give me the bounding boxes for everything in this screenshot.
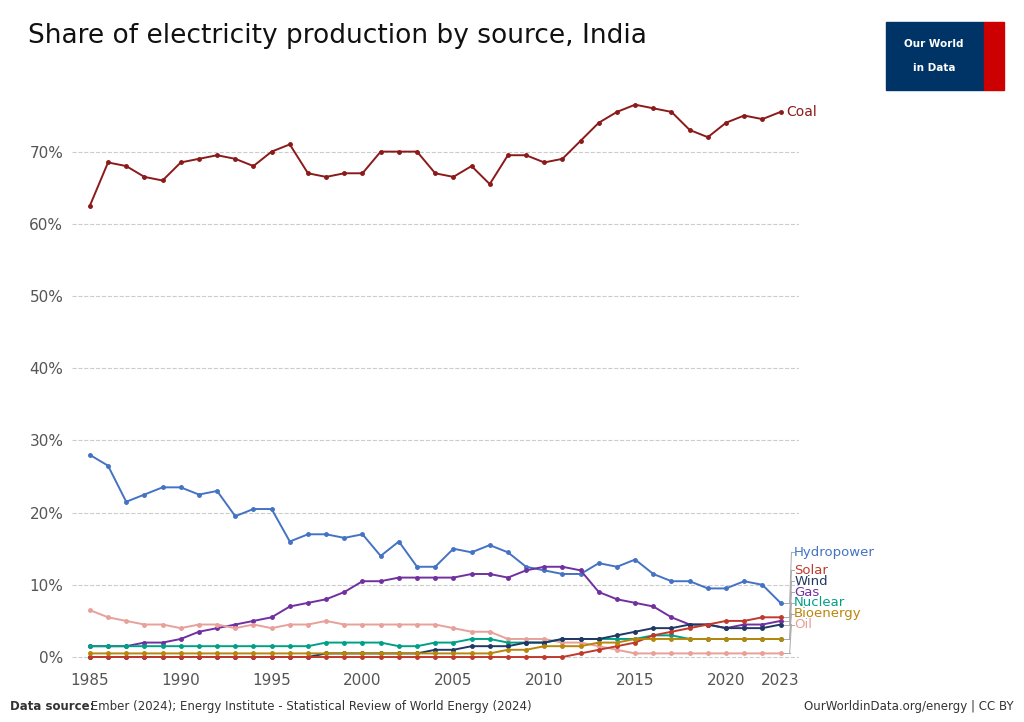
Text: Gas: Gas <box>795 586 819 599</box>
Text: Our World: Our World <box>904 39 964 49</box>
Text: Hydropower: Hydropower <box>795 546 876 559</box>
Bar <box>886 22 983 90</box>
Text: Solar: Solar <box>795 564 828 577</box>
Text: Nuclear: Nuclear <box>795 596 846 609</box>
Text: Coal: Coal <box>786 105 817 119</box>
Text: Oil: Oil <box>795 618 812 631</box>
Text: Wind: Wind <box>795 575 827 588</box>
Bar <box>983 22 1004 90</box>
Text: Data source:: Data source: <box>10 700 95 713</box>
Text: in Data: in Data <box>912 63 955 73</box>
Text: Share of electricity production by source, India: Share of electricity production by sourc… <box>28 23 647 49</box>
Text: Bioenergy: Bioenergy <box>795 607 862 620</box>
Text: Ember (2024); Energy Institute - Statistical Review of World Energy (2024): Ember (2024); Energy Institute - Statist… <box>87 700 531 713</box>
Text: OurWorldinData.org/energy | CC BY: OurWorldinData.org/energy | CC BY <box>804 700 1014 713</box>
